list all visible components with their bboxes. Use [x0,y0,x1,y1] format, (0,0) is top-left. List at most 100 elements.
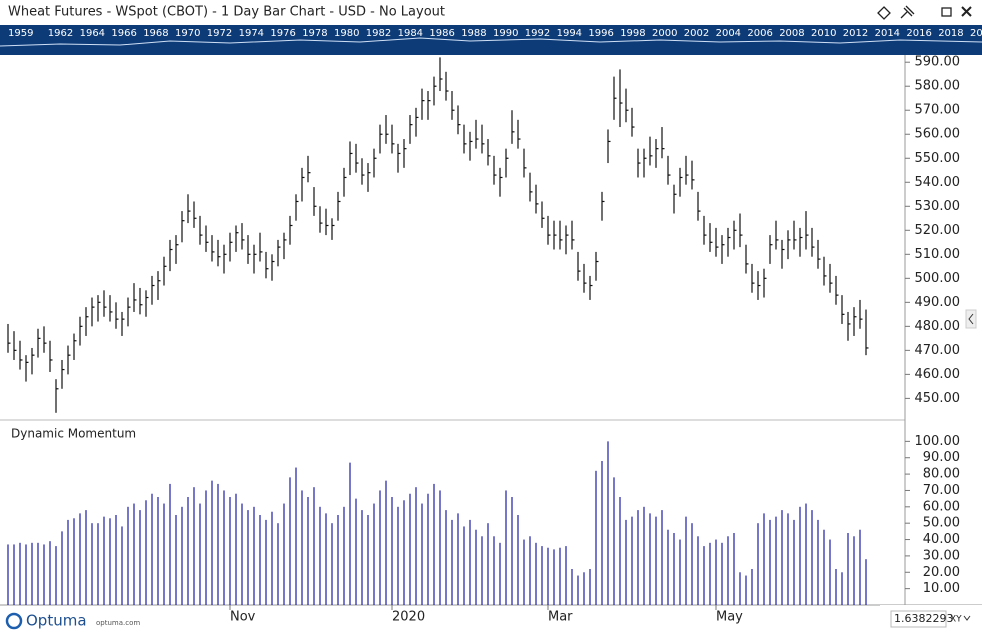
timeline-year: 2010 [811,28,836,39]
momentum-bar [457,513,459,605]
timeline-year: 2002 [684,28,709,39]
momentum-bar [403,500,405,605]
momentum-bar [547,547,549,605]
restore-icon[interactable] [941,7,952,17]
momentum-bar [739,572,741,605]
timeline-year: 2008 [779,28,804,39]
timeline-year: 2000 [652,28,677,39]
momentum-bar [769,519,771,605]
momentum-bar [217,483,219,605]
momentum-bar [745,575,747,605]
momentum-bar [25,544,27,605]
momentum-bar [55,546,57,605]
momentum-bar [349,462,351,605]
momentum-bar [7,544,9,605]
timeline-year: 1984 [398,28,423,39]
logo-mark [5,612,23,630]
y-tick-label: 460.00 [915,367,961,382]
y-tick-label: 470.00 [915,343,961,358]
momentum-bar [661,510,663,605]
y-tick-label: 500.00 [915,271,961,286]
momentum-bar [331,523,333,605]
y-tick-label: 20.00 [923,565,960,580]
momentum-bar [91,523,93,605]
momentum-bar [577,575,579,605]
y-tick-label: 490.00 [915,295,961,310]
layout-icon[interactable] [877,6,891,20]
y-tick-label: 100.00 [915,434,961,449]
momentum-bar [655,516,657,605]
momentum-bar [253,506,255,605]
timeline-sparkline [0,37,982,47]
mode-label[interactable]: XY [950,615,962,625]
momentum-bar [805,503,807,605]
window-controls[interactable] [877,5,972,20]
momentum-bar [19,542,21,605]
momentum-bar [487,523,489,605]
momentum-bar [343,506,345,605]
momentum-bar [361,510,363,605]
x-tick-label: May [716,610,743,625]
side-tab-arrow[interactable] [968,313,974,325]
timeline-year: 1978 [302,28,327,39]
momentum-bar [685,516,687,605]
timeline-year: 1972 [207,28,232,39]
momentum-bar [211,480,213,605]
momentum-bar [235,493,237,605]
momentum-bar [613,477,615,605]
momentum-bar [751,569,753,605]
momentum-bar [373,503,375,605]
momentum-bar [865,559,867,605]
timeline-year: 1959 [8,28,33,39]
y-tick-label: 570.00 [915,103,961,118]
timeline-year: 1980 [334,28,359,39]
momentum-bar [763,513,765,605]
momentum-bar [43,544,45,605]
momentum-bar [37,542,39,605]
momentum-bar [853,536,855,605]
y-tick-label: 480.00 [915,319,961,334]
momentum-bar [265,519,267,605]
y-tick-label: 70.00 [923,483,960,498]
timeline-year: 1964 [80,28,105,39]
timeline-year: 1968 [143,28,168,39]
momentum-bar [589,569,591,605]
momentum-bar [535,542,537,605]
timeline-year: 1986 [429,28,454,39]
momentum-bar [427,493,429,605]
value-box[interactable] [890,610,947,628]
momentum-bar [193,487,195,605]
timeline-year: 2006 [747,28,772,39]
mode-dropdown[interactable] [963,615,971,621]
momentum-bar [559,547,561,605]
momentum-bar [571,569,573,605]
momentum-bar [823,529,825,605]
timeline-year: 1966 [111,28,136,39]
momentum-bar [631,516,633,605]
momentum-bar [277,523,279,605]
momentum-bar [121,526,123,605]
close-icon[interactable] [961,6,972,17]
momentum-bar [415,487,417,605]
timeline-year: 1976 [270,28,295,39]
momentum-bar [433,483,435,605]
timeline-year: 20 [970,28,982,39]
momentum-bar [73,518,75,605]
y-tick-label: 540.00 [915,175,961,190]
momentum-bar [223,490,225,605]
momentum-bar [793,519,795,605]
pin-icon[interactable] [900,5,915,19]
side-tab[interactable] [965,309,977,329]
momentum-bar [313,487,315,605]
timeline-year: 2016 [906,28,931,39]
y-tick-label: 450.00 [915,391,961,406]
momentum-bar [595,470,597,605]
momentum-bar [583,572,585,605]
value-box-text: 1.6382293 [894,612,954,625]
momentum-bar [61,531,63,605]
momentum-bar [481,536,483,605]
timeline-year: 1988 [461,28,486,39]
x-tick-label: Mar [548,610,573,625]
